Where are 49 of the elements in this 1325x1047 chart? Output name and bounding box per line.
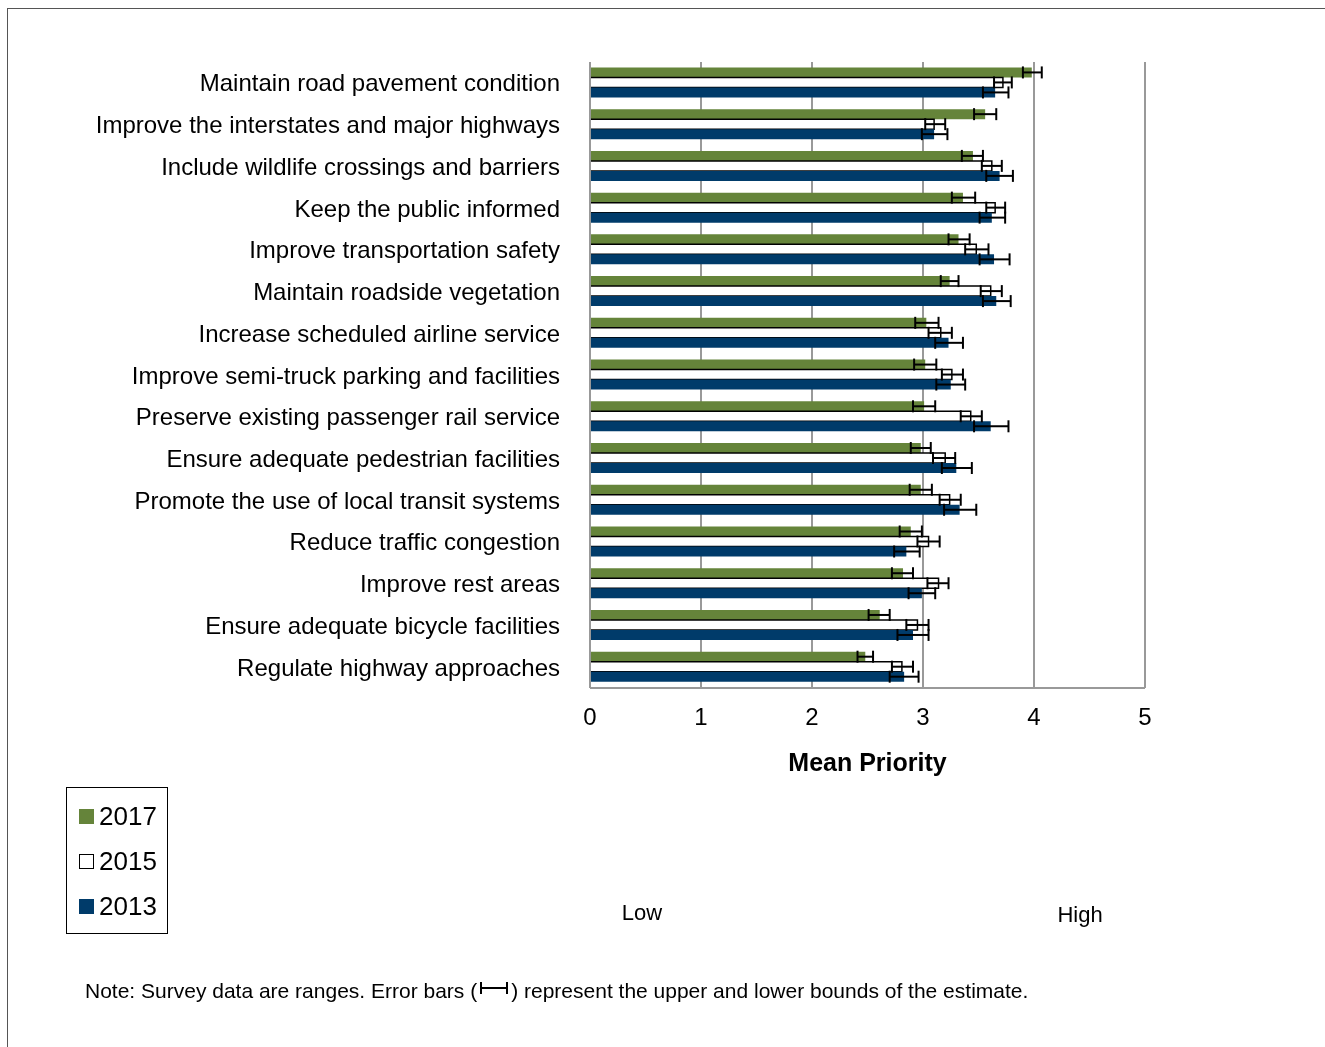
- y-tick-label: Improve semi-truck parking and facilities: [131, 361, 560, 389]
- x-tick-label: 4: [1027, 703, 1041, 731]
- y-tick-label: Regulate highway approaches: [237, 653, 560, 681]
- text: High: [1057, 902, 1103, 928]
- bar: [590, 234, 959, 245]
- bar: [590, 379, 951, 390]
- x-axis-title: Mean Priority: [788, 748, 947, 776]
- text: Low: [621, 900, 663, 926]
- x-tick-label: 0: [583, 703, 597, 731]
- bar: [590, 588, 922, 599]
- y-tick-label: Preserve existing passenger rail service: [135, 403, 560, 431]
- bar: [590, 296, 997, 307]
- bar: [590, 504, 960, 515]
- bar: [590, 463, 957, 474]
- y-tick-label: Include wildlife crossings and barriers: [161, 152, 560, 180]
- bar: [590, 671, 905, 682]
- bar: [590, 87, 996, 98]
- text: ) represent the upper and lower bounds of the estimate.: [511, 979, 1029, 1003]
- bar: [590, 401, 925, 412]
- text: Note: Survey data are ranges. Error bars (: [85, 979, 478, 1003]
- y-tick-label: Maintain road pavement condition: [199, 69, 560, 97]
- legend-label: 2015: [99, 846, 157, 877]
- x-tick-label: 3: [916, 703, 930, 731]
- y-tick-label: Maintain roadside vegetation: [253, 278, 560, 306]
- bar: [590, 170, 1000, 181]
- bar: [590, 67, 1032, 78]
- y-tick-label: Improve transportation safety: [249, 236, 560, 264]
- bar: [590, 526, 911, 537]
- y-tick-label: Promote the use of local transit systems: [134, 486, 560, 514]
- legend-label: 2017: [99, 801, 157, 832]
- y-tick-label: Ensure adequate pedestrian facilities: [166, 444, 560, 472]
- y-tick-label: Improve the interstates and major highways: [95, 111, 560, 139]
- y-tick-label: Increase scheduled airline service: [198, 319, 560, 347]
- bar: [590, 421, 991, 432]
- y-tick-label: Keep the public informed: [294, 194, 560, 222]
- bar: [590, 212, 992, 223]
- y-tick-label: Improve rest areas: [359, 570, 560, 598]
- bar: [590, 629, 914, 640]
- x-tick-label: 5: [1138, 703, 1152, 731]
- bar: [590, 337, 949, 348]
- x-tick-label: 2: [805, 703, 819, 731]
- bar: [590, 254, 995, 265]
- y-tick-label: Ensure adequate bicycle facilities: [205, 611, 560, 639]
- bar: [590, 546, 907, 557]
- x-tick-label: 1: [694, 703, 708, 731]
- bar: [590, 109, 986, 120]
- bar: [590, 129, 935, 140]
- legend-label: 2013: [99, 891, 157, 922]
- y-tick-label: Reduce traffic congestion: [289, 528, 560, 556]
